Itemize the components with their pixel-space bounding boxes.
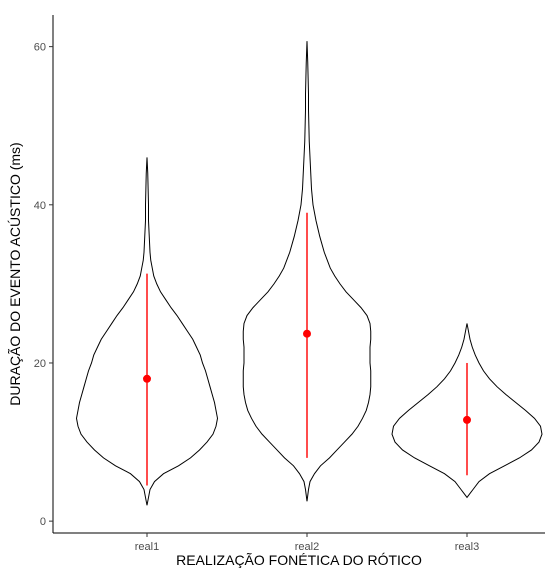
y-tick-label: 0 [40, 516, 46, 528]
mean-point-real3 [463, 415, 471, 424]
violin-real3 [391, 323, 543, 499]
violin-real2 [242, 41, 372, 502]
x-tick-label: real3 [455, 541, 479, 553]
y-tick-label: 20 [34, 358, 46, 370]
x-ticks: real1 real2 real3 [135, 533, 479, 553]
y-ticks: 0 20 40 60 [34, 42, 53, 528]
violin-real1 [75, 157, 219, 506]
mean-point-real1 [143, 374, 151, 383]
y-tick-label: 60 [34, 42, 46, 54]
y-tick-label: 40 [34, 200, 46, 212]
violins-layer [75, 41, 543, 506]
summary-layer [143, 212, 471, 486]
x-tick-label: real1 [135, 541, 159, 553]
mean-point-real2 [303, 329, 311, 338]
x-axis-title: REALIZAÇÃO FONÉTICA DO RÓTICO [176, 552, 422, 568]
y-axis-title: DURAÇÃO DO EVENTO ACÚSTICO (ms) [7, 142, 23, 405]
x-tick-label: real2 [295, 541, 319, 553]
